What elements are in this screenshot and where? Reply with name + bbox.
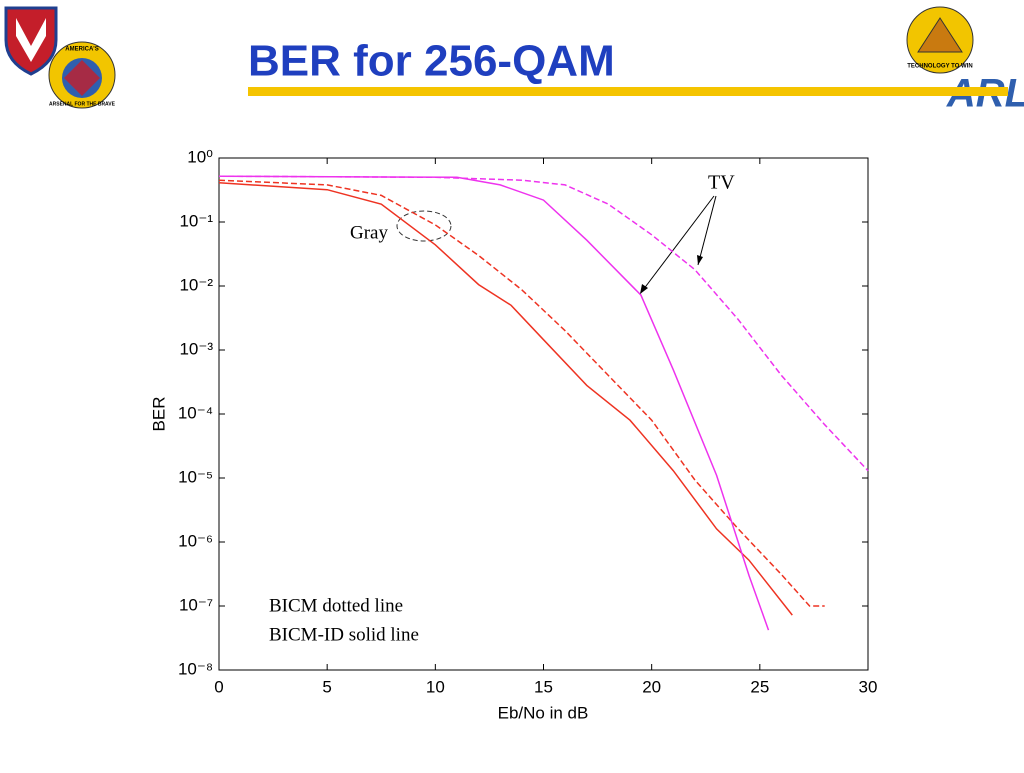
x-tick-label: 20 bbox=[642, 677, 661, 696]
x-tick-label: 5 bbox=[322, 677, 331, 696]
y-tick-label: 10⁻⁷ bbox=[179, 595, 213, 614]
gray-ellipse bbox=[396, 210, 452, 242]
y-tick-label: 10⁰ bbox=[187, 147, 213, 166]
arrow-head bbox=[640, 284, 648, 294]
arsenal-emblem bbox=[64, 60, 100, 96]
plot-frame bbox=[218, 157, 869, 671]
slide-title: BER for 256-QAM bbox=[248, 37, 615, 86]
x-tick-label: 0 bbox=[214, 677, 223, 696]
y-tick-label: 10⁻⁸ bbox=[178, 659, 213, 678]
title-bar bbox=[248, 87, 1008, 96]
y-tick-label: 10⁻⁵ bbox=[178, 467, 213, 486]
series-line bbox=[218, 182, 793, 616]
y-tick-label: 10⁻¹ bbox=[179, 211, 213, 230]
annotation: Gray bbox=[350, 222, 388, 243]
arrow-line bbox=[697, 195, 717, 266]
y-tick-label: 10⁻³ bbox=[179, 339, 213, 358]
y-tick-label: 10⁻⁴ bbox=[178, 403, 213, 422]
series-line bbox=[218, 175, 770, 631]
y-tick-label: 10⁻⁶ bbox=[178, 531, 213, 550]
arl-emblem bbox=[917, 17, 963, 53]
arrow-head bbox=[697, 255, 703, 265]
x-tick-label: 30 bbox=[859, 677, 878, 696]
y-tick-label: 10⁻² bbox=[179, 275, 213, 294]
arrow-line bbox=[639, 195, 715, 295]
y-axis-label: BER bbox=[149, 397, 168, 432]
series-line bbox=[218, 175, 869, 472]
series-line bbox=[218, 179, 825, 607]
annotation: BICM dotted line bbox=[269, 595, 403, 616]
x-tick-label: 10 bbox=[426, 677, 445, 696]
shield-chevron bbox=[16, 18, 46, 62]
logo-text: TECHNOLOGY TO WIN bbox=[907, 64, 972, 70]
annotation: BICM-ID solid line bbox=[269, 624, 419, 645]
shield-logo bbox=[4, 6, 58, 76]
x-tick-label: 25 bbox=[750, 677, 769, 696]
x-tick-label: 15 bbox=[534, 677, 553, 696]
x-axis-label: Eb/No in dB bbox=[498, 703, 589, 722]
logo-text: ARSENAL FOR THE BRAVE bbox=[49, 101, 116, 107]
annotation: TV bbox=[708, 172, 735, 194]
logo-text: AMERICA'S bbox=[65, 47, 98, 53]
